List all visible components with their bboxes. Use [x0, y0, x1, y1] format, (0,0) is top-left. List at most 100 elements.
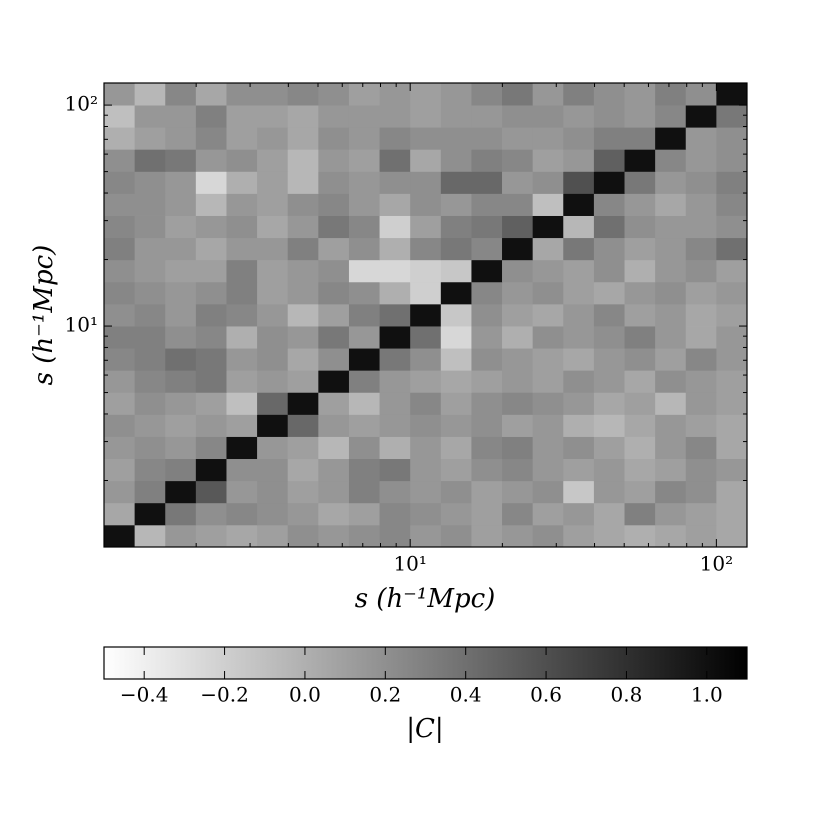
- heatmap-cell: [685, 281, 717, 305]
- heatmap-cell: [134, 127, 166, 150]
- heatmap-cell: [593, 326, 625, 349]
- heatmap-cell: [195, 259, 227, 283]
- heatmap-cell: [134, 237, 166, 261]
- heatmap-cell: [104, 414, 136, 437]
- heatmap-cell: [532, 414, 564, 437]
- heatmap-cell: [471, 193, 503, 216]
- heatmap-cell: [685, 83, 717, 106]
- x-axis-label: s (h⁻¹Mpc): [355, 584, 496, 614]
- heatmap-cell: [195, 215, 227, 239]
- heatmap-cell: [593, 414, 625, 437]
- heatmap-cell: [379, 193, 411, 216]
- heatmap-cell: [287, 303, 319, 327]
- y-tick-label: 10¹: [65, 313, 98, 337]
- heatmap-cell: [410, 171, 442, 194]
- heatmap-cell: [532, 480, 564, 504]
- heatmap-cell: [593, 502, 625, 526]
- heatmap-cell: [655, 348, 687, 371]
- heatmap-cell: [257, 524, 289, 548]
- heatmap-cell: [257, 127, 289, 150]
- colorbar-tick-label: 0.4: [450, 683, 482, 707]
- heatmap-cell: [502, 480, 534, 504]
- heatmap-cell: [716, 105, 748, 128]
- heatmap-cell: [563, 259, 595, 283]
- heatmap-cell: [287, 458, 319, 482]
- heatmap-cell: [257, 193, 289, 216]
- heatmap-cell: [471, 237, 503, 261]
- heatmap-cell: [471, 370, 503, 393]
- heatmap-cell: [716, 149, 748, 172]
- heatmap-cell: [257, 480, 289, 504]
- heatmap-cell: [471, 502, 503, 526]
- heatmap-cell: [685, 392, 717, 415]
- heatmap-cell: [226, 171, 258, 194]
- heatmap-cell: [624, 370, 656, 393]
- heatmap-cell: [502, 83, 534, 106]
- heatmap-cell: [532, 83, 564, 106]
- heatmap-cell: [563, 149, 595, 172]
- heatmap-cell: [134, 281, 166, 305]
- heatmap-cell: [502, 149, 534, 172]
- heatmap-cell: [379, 83, 411, 106]
- heatmap-cell: [287, 171, 319, 194]
- heatmap-cell: [563, 480, 595, 504]
- heatmap-cell: [348, 127, 380, 150]
- heatmap-cell: [287, 370, 319, 393]
- heatmap-cell: [471, 392, 503, 415]
- x-tick-label: 10¹: [393, 552, 426, 576]
- heatmap-cell: [440, 370, 472, 393]
- heatmap-cell: [379, 524, 411, 548]
- heatmap-cell: [502, 105, 534, 128]
- heatmap-cell: [134, 105, 166, 128]
- colorbar: [103, 646, 748, 680]
- heatmap-cell: [410, 370, 442, 393]
- heatmap-cell: [134, 392, 166, 415]
- heatmap-cell: [532, 281, 564, 305]
- heatmap-cell: [624, 193, 656, 216]
- heatmap-cell: [195, 193, 227, 216]
- heatmap-cell: [134, 458, 166, 482]
- heatmap-cell: [348, 436, 380, 460]
- heatmap-cell: [563, 414, 595, 437]
- heatmap-cell: [624, 326, 656, 349]
- heatmap-cell: [624, 436, 656, 460]
- heatmap-cell: [655, 105, 687, 128]
- heatmap-cell: [134, 83, 166, 106]
- heatmap-cell: [195, 370, 227, 393]
- heatmap-cell: [104, 436, 136, 460]
- heatmap-cell: [348, 348, 380, 371]
- heatmap-cell: [685, 215, 717, 239]
- heatmap-cell: [318, 414, 350, 437]
- heatmap-cell: [257, 171, 289, 194]
- heatmap-cell: [532, 458, 564, 482]
- heatmap-cell: [165, 392, 197, 415]
- heatmap-cell: [716, 127, 748, 150]
- heatmap-cell: [655, 303, 687, 327]
- heatmap-cell: [563, 458, 595, 482]
- heatmap-cell: [287, 502, 319, 526]
- heatmap-cell: [624, 83, 656, 106]
- heatmap-cell: [410, 105, 442, 128]
- heatmap-cell: [624, 171, 656, 194]
- heatmap-cell: [440, 259, 472, 283]
- heatmap-cell: [257, 83, 289, 106]
- heatmap-cell: [440, 281, 472, 305]
- heatmap-cell: [655, 281, 687, 305]
- heatmap-cell: [348, 259, 380, 283]
- heatmap-cell: [134, 149, 166, 172]
- heatmap-cell: [655, 458, 687, 482]
- heatmap-cell: [348, 237, 380, 261]
- heatmap-cell: [716, 259, 748, 283]
- heatmap-cell: [195, 105, 227, 128]
- heatmap-cell: [410, 524, 442, 548]
- heatmap-cell: [471, 127, 503, 150]
- heatmap-cell: [563, 193, 595, 216]
- heatmap-cell: [226, 370, 258, 393]
- heatmap-cell: [287, 414, 319, 437]
- heatmap-cell: [471, 303, 503, 327]
- heatmap-cell: [502, 237, 534, 261]
- heatmap-cell: [226, 303, 258, 327]
- heatmap-cell: [257, 149, 289, 172]
- heatmap-cell: [624, 392, 656, 415]
- heatmap-cell: [593, 303, 625, 327]
